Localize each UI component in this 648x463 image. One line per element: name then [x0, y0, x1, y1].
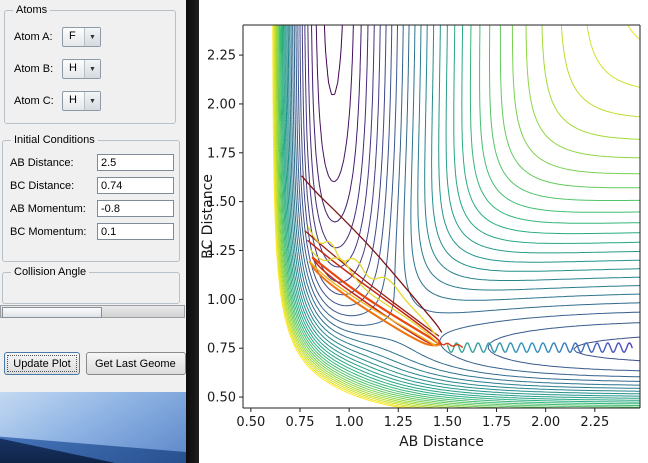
atom-b-label: Atom B: [14, 63, 54, 75]
background-window-edge [186, 0, 199, 463]
svg-text:1.75: 1.75 [482, 415, 511, 430]
svg-text:2.00: 2.00 [531, 415, 560, 430]
chevron-down-icon: ▼ [84, 28, 100, 46]
atom-a-select[interactable]: F ▼ [62, 27, 101, 47]
desktop-background [0, 392, 186, 463]
bc-distance-input[interactable] [97, 177, 174, 194]
svg-text:2.25: 2.25 [580, 415, 609, 430]
collision-angle-groupbox: Collision Angle [2, 266, 180, 304]
ab-momentum-row: AB Momentum: [10, 200, 179, 217]
initial-conditions-groupbox: Initial Conditions AB Distance: BC Dista… [2, 134, 180, 262]
svg-text:1.50: 1.50 [207, 195, 236, 210]
atom-c-label: Atom C: [14, 95, 54, 107]
collision-angle-slider-thumb[interactable] [2, 307, 102, 318]
get-last-geometry-button[interactable]: Get Last Geome [86, 352, 186, 375]
bc-distance-row: BC Distance: [10, 177, 179, 194]
svg-text:0.75: 0.75 [286, 415, 315, 430]
svg-text:1.25: 1.25 [384, 415, 413, 430]
atom-b-select[interactable]: H ▼ [62, 59, 101, 79]
svg-text:0.50: 0.50 [236, 415, 265, 430]
bc-momentum-input[interactable] [97, 223, 174, 240]
svg-text:1.00: 1.00 [207, 293, 236, 308]
plot-window: 0.50 0.75 1.00 1.25 1.50 1.75 2.00 2.25 0.50 0.75… [199, 0, 648, 463]
ab-momentum-input[interactable] [97, 200, 174, 217]
control-panel: Atoms Atom A: F ▼ Atom B: H ▼ Atom C: H [0, 0, 187, 392]
collision-angle-slider[interactable] [0, 305, 185, 318]
svg-text:1.00: 1.00 [335, 415, 364, 430]
initial-conditions-title: Initial Conditions [11, 134, 98, 146]
chevron-down-icon: ▼ [84, 92, 100, 110]
atom-a-row: Atom A: F ▼ [14, 27, 175, 47]
atom-b-value: H [69, 62, 77, 74]
atom-c-select[interactable]: H ▼ [62, 91, 101, 111]
svg-text:2.00: 2.00 [207, 97, 236, 112]
chevron-down-icon: ▼ [84, 60, 100, 78]
svg-text:0.50: 0.50 [207, 391, 236, 406]
svg-text:1.75: 1.75 [207, 146, 236, 161]
bc-momentum-label: BC Momentum: [10, 225, 87, 238]
atoms-groupbox: Atoms Atom A: F ▼ Atom B: H ▼ Atom C: H [4, 4, 176, 124]
bc-momentum-row: BC Momentum: [10, 223, 179, 240]
svg-text:0.75: 0.75 [207, 342, 236, 357]
update-plot-button[interactable]: Update Plot [4, 352, 80, 375]
atom-a-label: Atom A: [14, 31, 53, 43]
contour-plot: 0.50 0.75 1.00 1.25 1.50 1.75 2.00 2.25 0.50 0.75… [200, 24, 641, 450]
svg-text:2.25: 2.25 [207, 49, 236, 64]
atom-c-value: H [69, 94, 77, 106]
svg-text:1.25: 1.25 [207, 244, 236, 259]
svg-text:BC Distance: BC Distance [200, 174, 216, 259]
atom-a-value: F [69, 30, 76, 42]
atoms-group-title: Atoms [13, 4, 51, 16]
atom-c-row: Atom C: H ▼ [14, 91, 175, 111]
svg-text:1.50: 1.50 [433, 415, 462, 430]
svg-text:AB Distance: AB Distance [399, 434, 484, 450]
ab-distance-row: AB Distance: [10, 154, 179, 171]
atom-b-row: Atom B: H ▼ [14, 59, 175, 79]
collision-angle-title: Collision Angle [11, 266, 90, 278]
ab-momentum-label: AB Momentum: [10, 202, 86, 215]
ab-distance-input[interactable] [97, 154, 174, 171]
bc-distance-label: BC Distance: [10, 179, 75, 192]
ab-distance-label: AB Distance: [10, 156, 74, 169]
